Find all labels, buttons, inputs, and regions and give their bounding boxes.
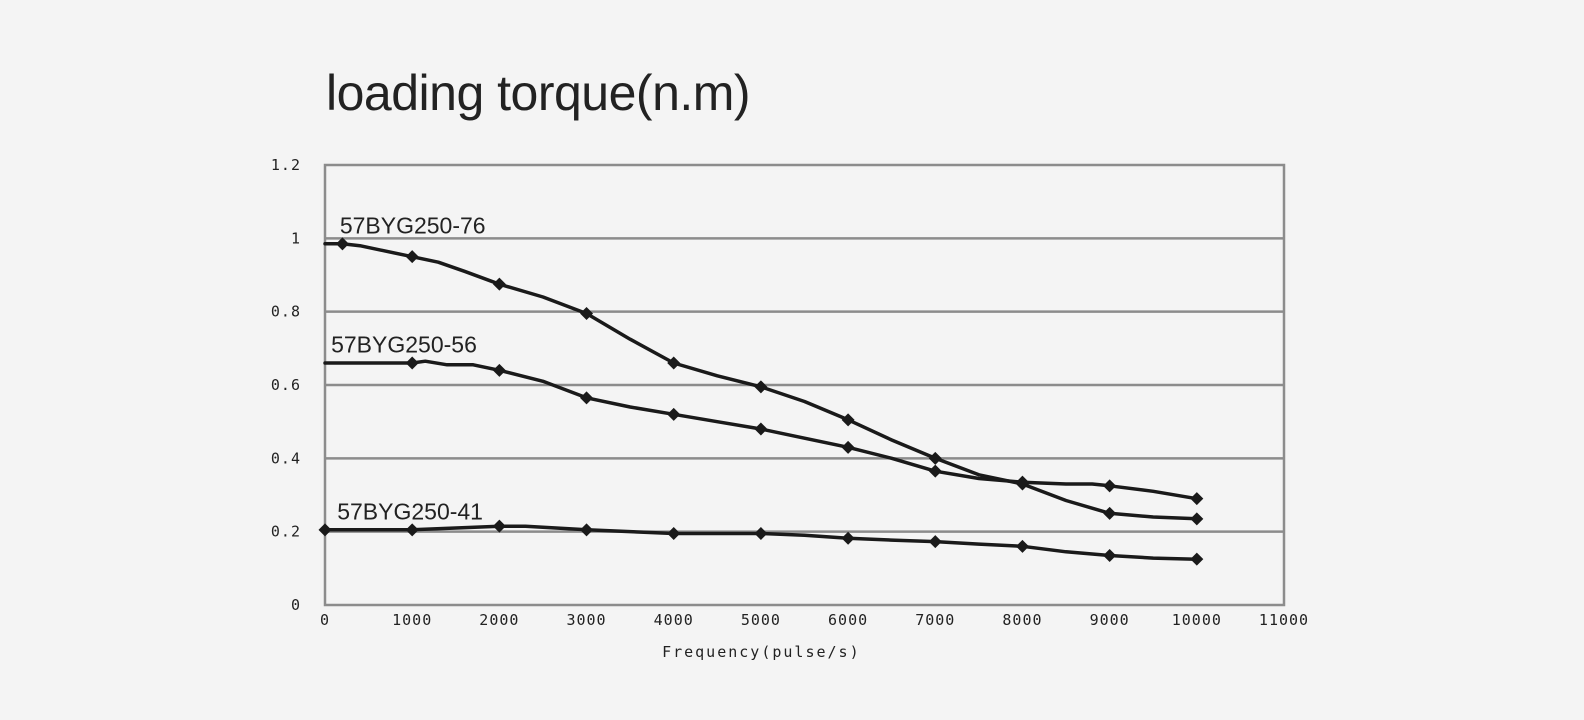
y-tick-label-5: 1 xyxy=(291,229,301,247)
x-tick-label-10: 10000 xyxy=(1172,611,1222,629)
series-0-marker-10 xyxy=(1190,512,1204,526)
series-2-marker-0 xyxy=(318,523,332,537)
series-2-marker-8 xyxy=(1015,539,1029,553)
series-2-marker-4 xyxy=(667,527,681,540)
y-tick-label-6: 1.2 xyxy=(271,156,301,174)
x-tick-label-11: 11000 xyxy=(1259,611,1309,629)
series-line-2 xyxy=(323,524,1199,561)
series-2-marker-3 xyxy=(580,523,594,537)
x-tick-label-9: 9000 xyxy=(1090,611,1130,629)
series-0-marker-1 xyxy=(405,250,419,264)
x-tick-label-3: 3000 xyxy=(566,611,606,629)
y-tick-label-0: 0 xyxy=(291,596,301,614)
series-1-marker-7 xyxy=(1015,475,1029,489)
series-2-marker-7 xyxy=(928,535,942,549)
y-tick-label-4: 0.8 xyxy=(271,303,301,321)
series-0-marker-7 xyxy=(928,451,942,465)
grid-layer xyxy=(323,163,1286,607)
series-1-marker-0 xyxy=(405,356,419,370)
series-0-marker-9 xyxy=(1103,506,1117,520)
y-tick-label-2: 0.4 xyxy=(271,449,301,467)
x-tick-label-0: 0 xyxy=(320,611,330,629)
x-axis-label: Frequency(pulse/s) xyxy=(662,643,861,661)
series-label-2: 57BYG250-41 xyxy=(337,499,483,525)
series-2-marker-5 xyxy=(754,527,768,540)
y-tick-label-1: 0.2 xyxy=(271,523,301,541)
x-tick-label-4: 4000 xyxy=(654,611,694,629)
series-2-marker-2 xyxy=(492,519,506,533)
series-0-marker-6 xyxy=(841,413,855,427)
x-tick-label-1: 1000 xyxy=(392,611,432,629)
series-1-marker-9 xyxy=(1190,492,1204,506)
series-1-marker-8 xyxy=(1103,479,1117,493)
series-1-marker-2 xyxy=(580,391,594,405)
series-line-1 xyxy=(323,359,1199,501)
ticks-layer: 0 0.2 0.4 0.6 0.8 1 1.2 0 1000 2000 3000 4000 5000 60… xyxy=(271,156,1309,629)
series-layer: 57BYG250-76 57BYG250-56 57BYG250-41 xyxy=(318,213,1204,566)
series-0-marker-3 xyxy=(580,307,594,320)
series-2-marker-10 xyxy=(1190,552,1204,566)
chart-title: loading torque(n.m) xyxy=(326,65,751,121)
series-1-marker-1 xyxy=(492,363,506,377)
series-label-1: 57BYG250-56 xyxy=(331,332,477,358)
series-0: 57BYG250-76 xyxy=(323,213,1204,526)
series-1: 57BYG250-56 xyxy=(323,332,1204,506)
x-tick-label-2: 2000 xyxy=(479,611,519,629)
series-0-marker-2 xyxy=(492,277,506,291)
series-1-marker-6 xyxy=(928,464,942,478)
series-2: 57BYG250-41 xyxy=(318,499,1204,566)
x-tick-label-7: 7000 xyxy=(915,611,955,629)
series-0-marker-0 xyxy=(335,237,349,251)
series-0-marker-4 xyxy=(667,356,681,370)
x-tick-label-5: 5000 xyxy=(741,611,781,629)
x-tick-label-8: 8000 xyxy=(1002,611,1042,629)
series-label-0: 57BYG250-76 xyxy=(340,213,486,239)
series-1-marker-5 xyxy=(841,440,855,454)
series-0-marker-5 xyxy=(754,380,768,394)
y-tick-label-3: 0.6 xyxy=(271,376,301,394)
series-1-marker-3 xyxy=(667,407,681,421)
series-2-marker-9 xyxy=(1103,549,1117,562)
plot-frame xyxy=(323,163,1286,607)
series-1-marker-4 xyxy=(754,422,768,436)
series-2-marker-1 xyxy=(405,523,419,537)
series-2-marker-6 xyxy=(841,531,855,545)
x-tick-label-6: 6000 xyxy=(828,611,868,629)
